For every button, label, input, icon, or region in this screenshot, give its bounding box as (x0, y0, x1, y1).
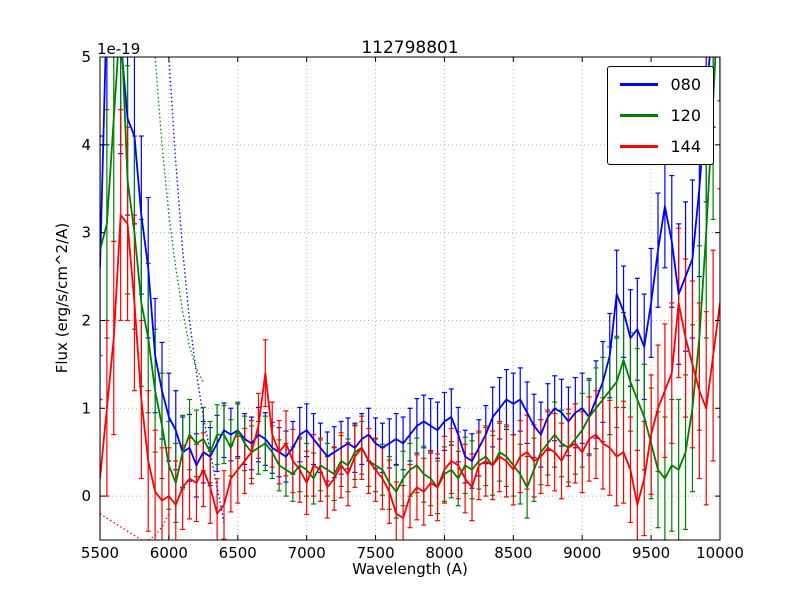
series-144-line (100, 214, 720, 519)
y-axis-offset-label: 1e-19 (97, 40, 141, 58)
legend-item-144: 144 (620, 137, 701, 156)
x-tick-label: 10000 (696, 544, 744, 562)
x-axis-label: Wavelength (A) (352, 560, 468, 578)
x-tick-label: 9500 (632, 544, 670, 562)
series-080-line (100, 57, 711, 467)
plot-title: 112798801 (361, 38, 459, 58)
x-tick-label: 7000 (288, 544, 326, 562)
legend-line-sample-144 (620, 145, 659, 148)
legend: 080 120 144 (607, 66, 714, 165)
x-tick-label: 8500 (494, 544, 532, 562)
y-tick-label: 5 (81, 48, 91, 66)
y-tick-label: 0 (81, 487, 91, 505)
y-tick-label: 1 (81, 399, 91, 417)
legend-label-080: 080 (670, 75, 701, 94)
x-tick-label: 5500 (81, 544, 119, 562)
x-tick-label: 6000 (150, 544, 188, 562)
legend-item-120: 120 (620, 106, 701, 125)
x-tick-label: 8000 (425, 544, 463, 562)
x-tick-label: 6500 (219, 544, 257, 562)
x-tick-label: 7500 (356, 544, 394, 562)
x-tick-label: 9000 (563, 544, 601, 562)
series-080-dotted (168, 57, 225, 523)
series-144-dotted (100, 513, 170, 540)
legend-label-120: 120 (670, 106, 701, 125)
y-tick-label: 4 (81, 136, 91, 154)
y-axis-label: Flux (erg/s/cm^2/A) (53, 222, 71, 374)
legend-label-144: 144 (670, 137, 701, 156)
tick-labels: 5500 6000 6500 7000 7500 8000 8500 9000 9500 1000… (81, 48, 744, 562)
legend-item-080: 080 (620, 75, 701, 94)
y-tick-label: 2 (81, 311, 91, 329)
y-tick-label: 3 (81, 224, 91, 242)
ticks (99, 56, 721, 540)
axes-frame (99, 56, 721, 541)
series-120-dotted (154, 57, 204, 383)
series-120-line (100, 57, 717, 493)
legend-line-sample-080 (620, 83, 659, 86)
legend-line-sample-120 (620, 114, 659, 117)
